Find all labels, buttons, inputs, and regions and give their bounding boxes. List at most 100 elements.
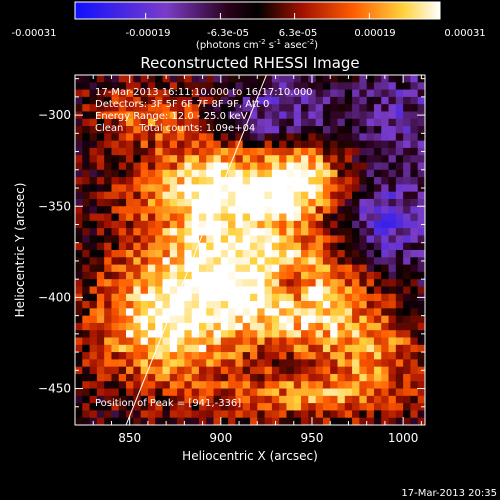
heatmap-cell <box>315 352 324 360</box>
heatmap-cell <box>111 191 120 200</box>
heatmap-cell <box>352 198 360 207</box>
heatmap-cell <box>337 162 346 171</box>
heatmap-cell <box>359 242 368 251</box>
heatmap-cell <box>388 352 397 360</box>
heatmap-cell <box>410 228 419 236</box>
heatmap-cell <box>352 111 360 120</box>
heatmap-cell <box>381 322 389 331</box>
heatmap-cell <box>198 162 207 171</box>
heatmap-cell <box>220 257 229 265</box>
heatmap-cell <box>155 75 163 83</box>
heatmap-cell <box>126 322 134 331</box>
heatmap-cell <box>111 126 120 134</box>
heatmap-cell <box>337 191 346 200</box>
heatmap-cell <box>206 169 214 178</box>
heatmap-cell <box>337 250 346 258</box>
heatmap-cell <box>111 301 120 309</box>
heatmap-cell <box>118 147 127 156</box>
heatmap-cell <box>162 366 171 375</box>
heatmap-cell <box>301 184 309 193</box>
heatmap-cell <box>104 104 112 112</box>
heatmap-cell <box>89 337 98 346</box>
heatmap-cell <box>279 388 287 397</box>
heatmap-cell <box>264 315 273 324</box>
heatmap-cell <box>220 242 229 251</box>
heatmap-cell <box>242 184 251 193</box>
heatmap-cell <box>279 293 287 302</box>
heatmap-cell <box>344 184 353 193</box>
heatmap-cell <box>191 250 200 258</box>
heatmap-cell <box>220 315 229 324</box>
heatmap-cell <box>359 417 368 425</box>
heatmap-cell <box>89 308 98 317</box>
x-tick-label: 850 <box>118 431 141 445</box>
heatmap-cell <box>198 301 207 309</box>
heatmap-cell <box>395 337 404 346</box>
heatmap-cell <box>286 403 295 411</box>
heatmap-cell <box>111 104 120 112</box>
heatmap-cell <box>381 388 389 397</box>
heatmap-cell <box>410 147 419 156</box>
heatmap-cell <box>198 250 207 258</box>
heatmap-cell <box>257 235 265 244</box>
heatmap-cell <box>118 308 127 317</box>
heatmap-cell <box>381 104 389 112</box>
heatmap-cell <box>395 96 404 105</box>
heatmap-cell <box>359 352 368 360</box>
y-axis-label: Heliocentric Y (arcsec) <box>13 183 27 318</box>
heatmap-cell <box>111 184 120 193</box>
heatmap-cell <box>250 315 258 324</box>
heatmap-cell <box>373 140 382 149</box>
heatmap-cell <box>381 111 389 120</box>
heatmap-cell <box>308 213 317 222</box>
heatmap-cell <box>264 344 273 353</box>
heatmap-cell <box>359 344 368 353</box>
heatmap-cell <box>271 257 280 265</box>
heatmap-cell <box>279 198 287 207</box>
heatmap-cell <box>373 228 382 236</box>
heatmap-cell <box>373 89 382 98</box>
heatmap-cell <box>235 403 244 411</box>
heatmap-cell <box>96 198 105 207</box>
heatmap-cell <box>147 352 156 360</box>
heatmap-cell <box>162 271 171 280</box>
heatmap-cell <box>118 89 127 98</box>
heatmap-cell <box>301 242 309 251</box>
heatmap-cell <box>337 104 346 112</box>
heatmap-cell <box>206 75 214 83</box>
heatmap-cell <box>155 169 163 178</box>
heatmap-cell <box>359 308 368 317</box>
heatmap-cell <box>279 75 287 83</box>
heatmap-cell <box>279 96 287 105</box>
heatmap-cell <box>191 403 200 411</box>
heatmap-cell <box>381 89 389 98</box>
heatmap-cell <box>242 257 251 265</box>
heatmap-cell <box>198 279 207 287</box>
heatmap-cell <box>126 111 134 120</box>
heatmap-cell <box>169 366 178 375</box>
heatmap-cell <box>104 177 112 185</box>
heatmap-cell <box>228 366 236 375</box>
heatmap-cell <box>133 191 142 200</box>
heatmap-cell <box>257 89 265 98</box>
heatmap-cell <box>403 264 411 273</box>
heatmap-cell <box>191 293 200 302</box>
heatmap-cell <box>410 373 419 382</box>
heatmap-cell <box>264 381 273 389</box>
heatmap-cell <box>147 147 156 156</box>
heatmap-cell <box>293 111 302 120</box>
heatmap-cell <box>403 206 411 214</box>
heatmap-cell <box>206 352 214 360</box>
heatmap-cell <box>337 126 346 134</box>
heatmap-cell <box>271 191 280 200</box>
heatmap-cell <box>111 410 120 419</box>
heatmap-cell <box>111 322 120 331</box>
heatmap-cell <box>359 373 368 382</box>
heatmap-cell <box>184 352 193 360</box>
heatmap-cell <box>315 220 324 229</box>
heatmap-cell <box>82 286 90 295</box>
heatmap-cell <box>271 169 280 178</box>
heatmap-cell <box>286 96 295 105</box>
heatmap-cell <box>140 220 149 229</box>
heatmap-cell <box>322 228 331 236</box>
